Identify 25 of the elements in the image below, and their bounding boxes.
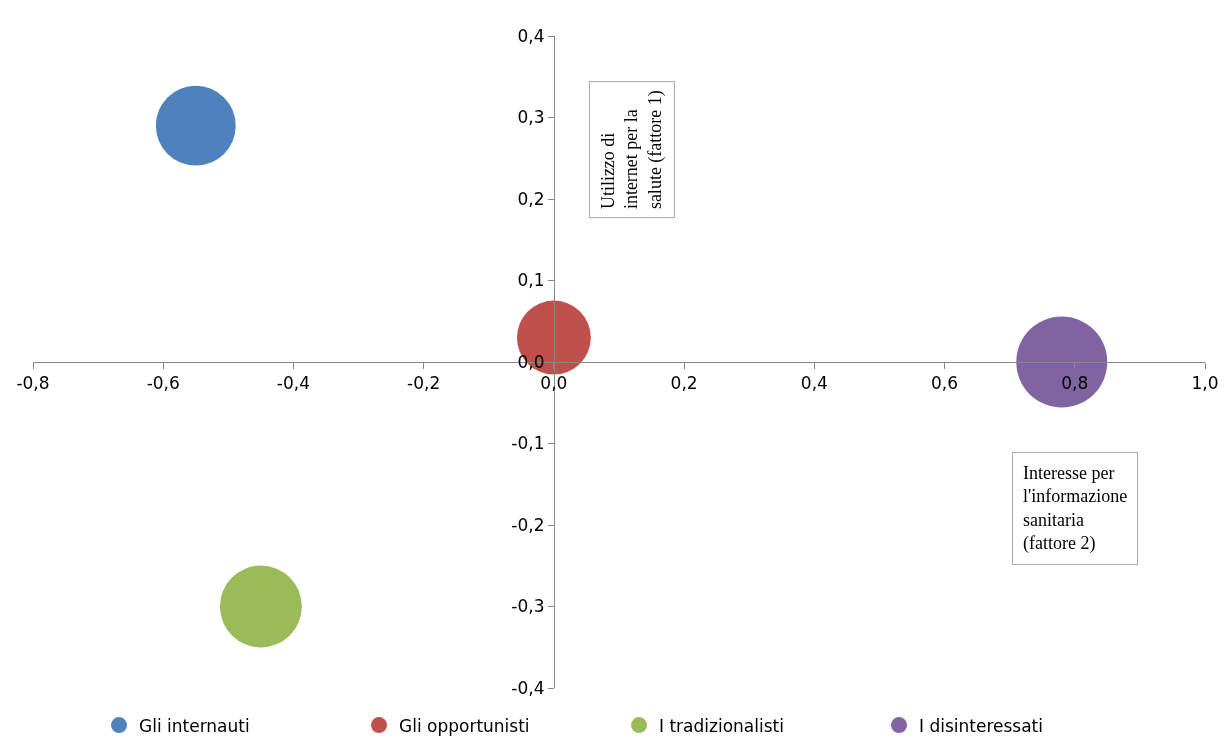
x-tick-label: -0,4 — [276, 373, 311, 394]
x-tick-label: -0,8 — [16, 373, 50, 394]
x-tick-label: 0,4 — [800, 373, 828, 394]
y-tick-label: -0,2 — [511, 514, 545, 535]
y-tick-label: 0,2 — [517, 188, 545, 209]
y-tick-label: -0,3 — [511, 596, 545, 617]
x-tick-label: 0,6 — [931, 373, 959, 394]
y-tick-label: -0,1 — [511, 433, 545, 454]
y-tick-label: 0,1 — [517, 270, 545, 291]
x-axis-title: Interesse per l'informazione sanitaria (fattore 2) — [1023, 463, 1128, 555]
y-tick-label: 0,0 — [517, 351, 545, 372]
y-axis-title: Utilizzo di internet per la salute (fattore 1) — [597, 90, 666, 210]
x-tick-label: 0,0 — [540, 373, 568, 394]
x-tick-label: 1,0 — [1191, 373, 1219, 394]
x-tick-label: -0,6 — [146, 373, 180, 394]
x-tick-label: 0,2 — [670, 373, 698, 394]
legend-label: I tradizionalisti — [659, 715, 784, 736]
x-tick-label: -0,2 — [407, 373, 441, 394]
y-tick-label: 0,3 — [517, 107, 545, 128]
legend-label: Gli internauti — [139, 715, 250, 736]
x-tick-label: 0,8 — [1061, 373, 1089, 394]
legend-label: Gli opportunisti — [399, 715, 530, 736]
y-tick-label: 0,4 — [517, 25, 545, 46]
legend-label: I disinteressati — [919, 715, 1044, 736]
y-tick-label: -0,4 — [511, 677, 545, 698]
